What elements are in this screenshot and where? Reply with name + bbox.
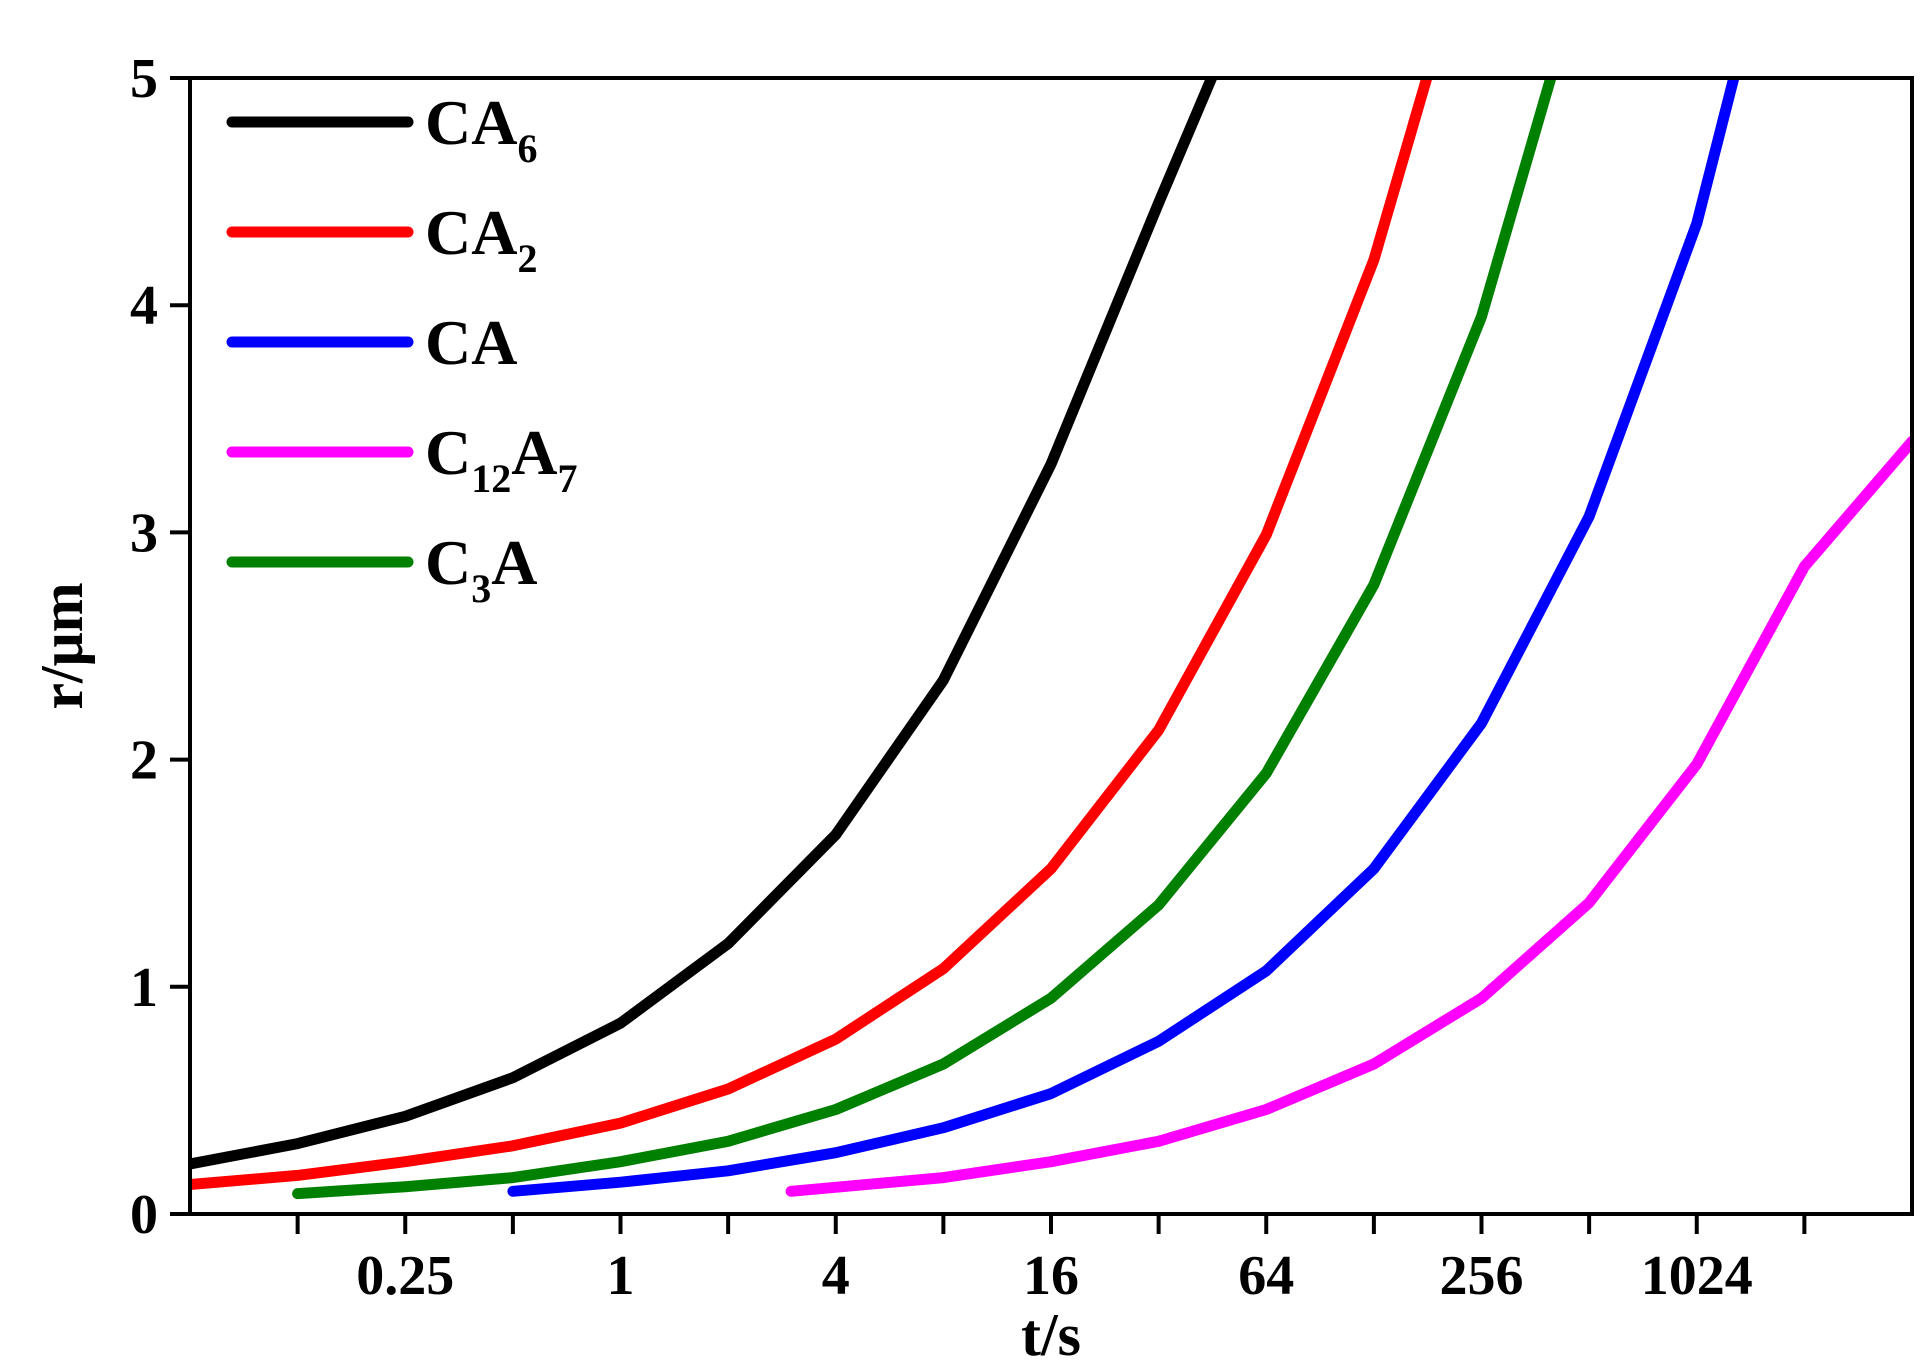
x-tick-label: 1 <box>607 1245 635 1307</box>
legend-label-subscript: 6 <box>517 126 537 171</box>
y-axis-title: r/μm <box>29 582 95 709</box>
legend-label-main: CA <box>425 197 517 268</box>
legend-label-tail: A <box>491 527 537 598</box>
legend-label-subscript: 3 <box>471 566 491 611</box>
x-tick-label: 16 <box>1023 1245 1079 1307</box>
legend-label-main: C <box>425 527 471 598</box>
legend-label-c12a7: C12A7 <box>425 417 577 501</box>
series-layer <box>190 78 1912 1200</box>
legend-label-ca: CA <box>425 307 517 378</box>
y-tick-label: 3 <box>130 502 158 564</box>
legend-label-main: CA <box>425 307 517 378</box>
series-line-ca6 <box>190 78 1218 1170</box>
x-tick-label: 1024 <box>1641 1245 1753 1307</box>
legend-label-c3a: C3A <box>425 527 537 611</box>
series-line-ca <box>507 78 1740 1197</box>
series-line-c12a7 <box>785 436 1912 1197</box>
legend-label-main: CA <box>425 87 517 158</box>
legend-label-main: C <box>425 417 471 488</box>
legend-label-subscript: 7 <box>557 456 577 501</box>
x-tick-label: 4 <box>822 1245 850 1307</box>
y-tick-label: 4 <box>130 275 158 337</box>
legend-label-subscript: 12 <box>471 456 511 501</box>
x-tick-label: 64 <box>1238 1245 1294 1307</box>
legend-label-subscript: 2 <box>517 236 537 281</box>
y-tick-label: 2 <box>130 730 158 792</box>
y-tick-label: 0 <box>130 1184 158 1246</box>
x-tick-label: 256 <box>1440 1245 1524 1307</box>
x-axis-title: t/s <box>1021 1302 1081 1367</box>
legend-label-ca6: CA6 <box>425 87 537 171</box>
series-line-ca2 <box>190 78 1433 1190</box>
legend-label-ca2: CA2 <box>425 197 537 281</box>
legend-label-tail: A <box>511 417 557 488</box>
series-line-c3a <box>292 78 1557 1200</box>
y-tick-label: 5 <box>130 48 158 110</box>
x-tick-label: 0.25 <box>356 1245 454 1307</box>
y-tick-label: 1 <box>130 957 158 1019</box>
